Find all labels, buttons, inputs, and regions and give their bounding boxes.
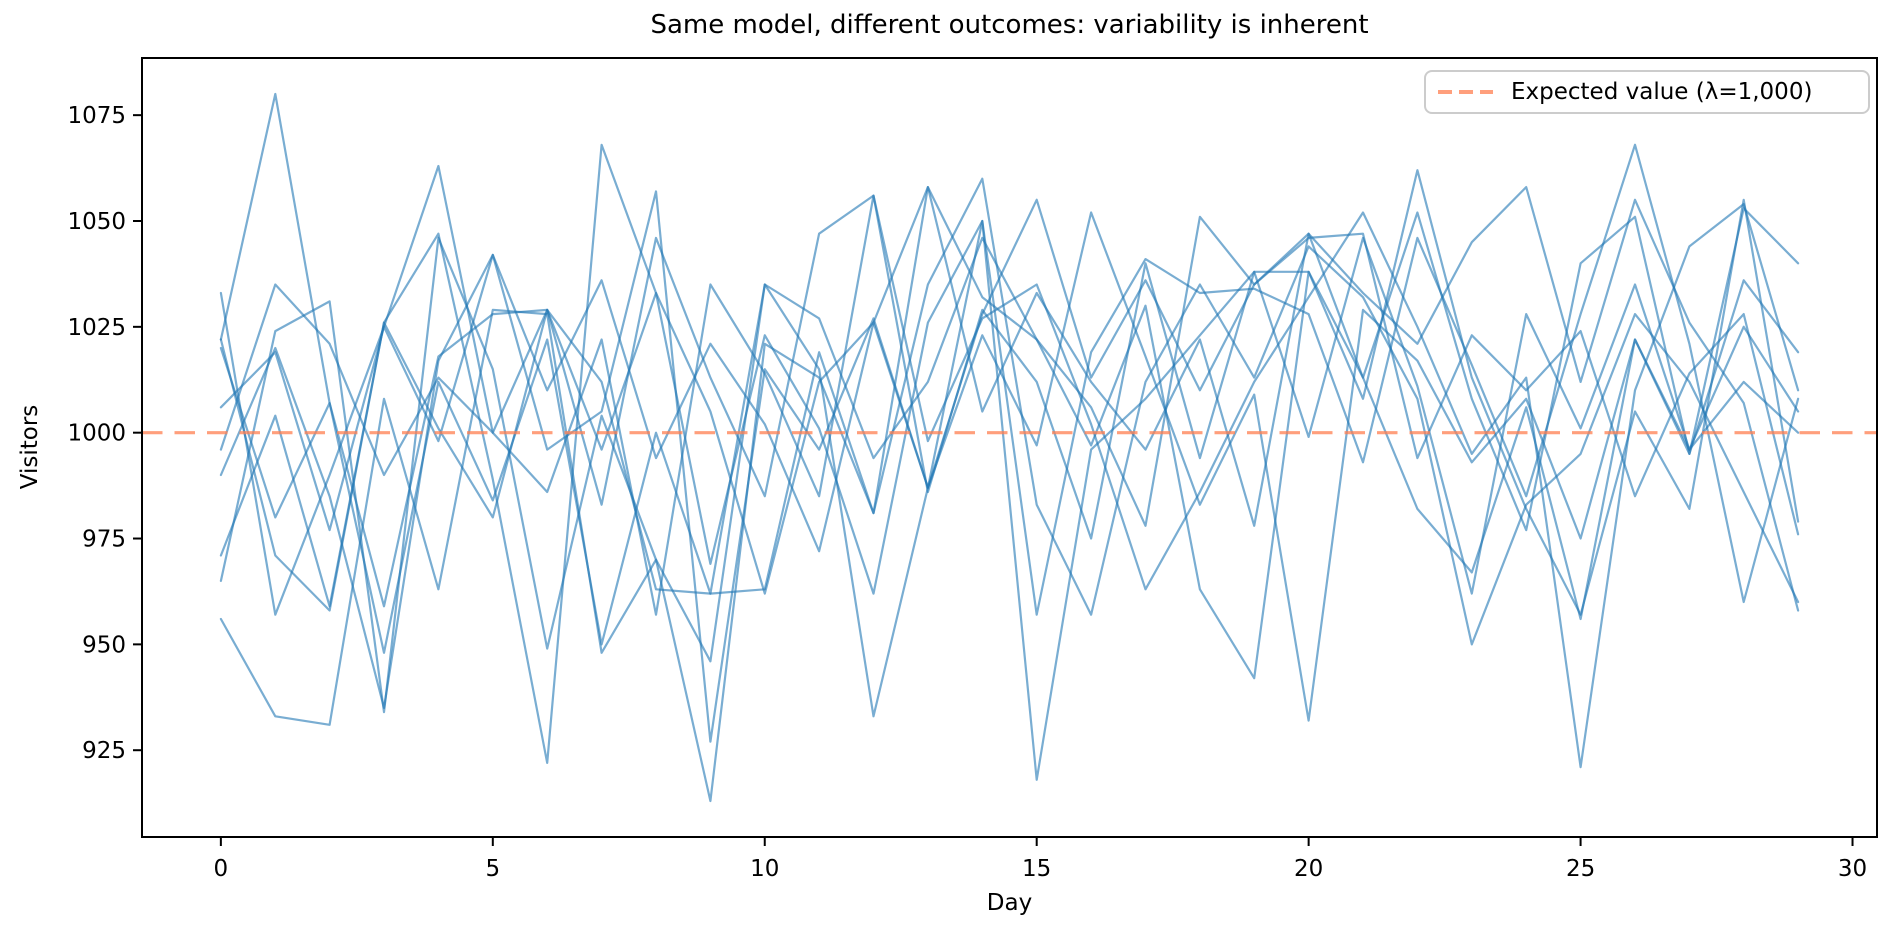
y-tick-label: 925 — [82, 738, 126, 764]
x-tick-label: 0 — [214, 856, 229, 882]
y-tick-label: 1025 — [67, 315, 126, 341]
series-line-10 — [219, 194, 1800, 540]
y-tick-label: 975 — [82, 527, 126, 553]
series-line-8 — [219, 177, 1800, 646]
x-tick-label: 5 — [485, 856, 500, 882]
series-line-2 — [219, 164, 1800, 769]
axes-spines — [141, 57, 1878, 838]
x-tick-label: 15 — [1022, 856, 1051, 882]
expected-value-legend-swatch — [1438, 90, 1493, 94]
series-line-3 — [219, 143, 1800, 765]
series-line-9 — [219, 186, 1800, 612]
y-axis-label: Visitors — [17, 404, 43, 490]
y-tick-label: 1000 — [67, 421, 126, 447]
chart-title: Same model, different outcomes: variabil… — [650, 10, 1369, 40]
legend: Expected value (λ=1,000) — [1424, 70, 1870, 114]
y-tick-label: 950 — [82, 632, 126, 658]
x-tick-label: 25 — [1566, 856, 1595, 882]
series-line-4 — [219, 190, 1800, 781]
series-line-5 — [219, 211, 1800, 726]
x-tick-label: 20 — [1294, 856, 1323, 882]
x-axis-label: Day — [986, 890, 1033, 916]
series-line-7 — [219, 215, 1800, 654]
x-tick-label: 30 — [1838, 856, 1867, 882]
y-tick-label: 1050 — [67, 209, 126, 235]
y-tick-label: 1075 — [67, 103, 126, 129]
x-tick-label: 10 — [750, 856, 779, 882]
expected-value-legend-label: Expected value (λ=1,000) — [1511, 79, 1813, 105]
series-line-6 — [219, 169, 1800, 803]
